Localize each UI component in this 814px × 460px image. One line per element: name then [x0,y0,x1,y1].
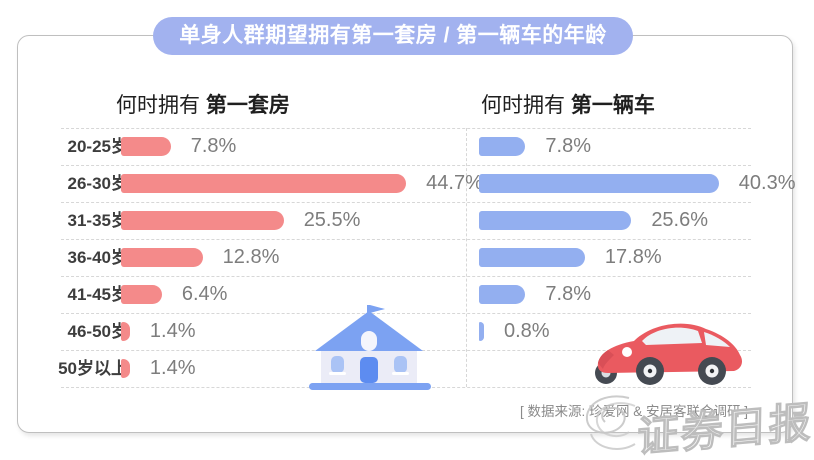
house-bar-value: 1.4% [149,320,196,342]
car-bar-value: 7.8% [545,135,591,157]
row-separator [61,165,751,166]
car-bar-value: 40.3% [738,172,796,194]
data-source-note: [ 数据来源: 珍爱网 & 安居客联合调研 ] [519,404,748,419]
house-bar [121,174,407,193]
car-bar-value: 0.8% [504,320,550,342]
car-bar-value: 7.8% [545,283,591,305]
car-bar [479,322,484,341]
row-separator [61,128,751,129]
car-bar [479,137,526,156]
left-header-prefix: 何时拥有 [116,94,206,117]
category-label: 46-50岁 [67,322,128,341]
left-panel-header: 何时拥有 第一套房 [116,89,290,119]
row-separator [61,202,751,203]
right-header-bold: 第一辆车 [570,94,655,117]
category-label: 20-25岁 [67,137,128,156]
house-bar-value: 44.7% [426,172,483,194]
category-label: 31-35岁 [67,211,128,230]
column-divider [466,128,467,387]
house-icon [309,305,431,390]
chart-title: 单身人群期望拥有第一套房 / 第一辆车的年龄 [179,24,607,47]
car-icon [595,323,742,385]
right-panel-header: 何时拥有 第一辆车 [481,89,655,119]
right-header-prefix: 何时拥有 [481,94,571,117]
house-bar [121,285,162,304]
row-separator [61,276,751,277]
car-bar [479,211,632,230]
house-bar [121,211,284,230]
category-label: 26-30岁 [67,174,128,193]
house-bar-value: 12.8% [222,246,280,268]
house-bar-value: 25.5% [303,209,361,231]
house-bar-value: 6.4% [181,283,228,305]
row-separator [61,313,751,314]
car-bar [479,248,585,267]
row-separator [61,239,751,240]
house-bar [121,137,171,156]
house-bar-value: 7.8% [190,135,237,157]
house-bar [121,359,130,378]
left-header-bold: 第一套房 [205,94,290,117]
car-bar-value: 17.8% [604,246,662,268]
house-bar-value: 1.4% [149,357,196,379]
chart-title-banner: 单身人群期望拥有第一套房 / 第一辆车的年龄 [153,17,633,55]
house-bar [121,322,130,341]
category-label: 50岁以上 [58,359,128,378]
house-bar [121,248,203,267]
chart-card: 何时拥有 第一套房 何时拥有 第一辆车 20-25岁 7.8% 7.8% 26-30岁… [17,35,796,433]
car-bar-value: 25.6% [651,209,709,231]
car-bar [479,174,719,193]
category-label: 41-45岁 [67,285,128,304]
category-label: 36-40岁 [67,248,128,267]
car-bar [479,285,526,304]
